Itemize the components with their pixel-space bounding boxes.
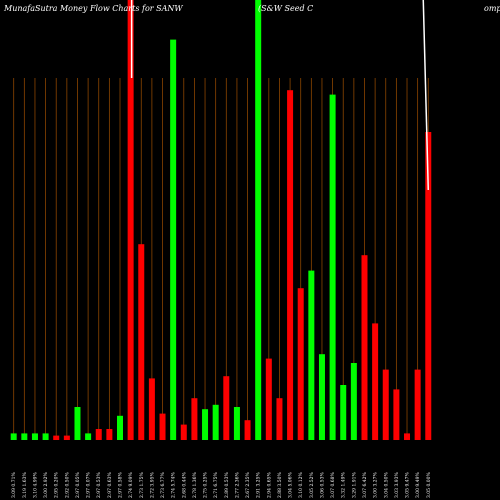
x-tick-label: 2.89 0.53% — [224, 472, 230, 498]
x-tick-label: 2.94 0.65% — [266, 472, 272, 498]
x-tick-label: 3.07 0.68% — [330, 472, 336, 498]
x-tick-label: 3.04 0.50% — [383, 472, 389, 498]
bar — [117, 415, 123, 440]
bar — [212, 404, 219, 440]
x-tick-label: 2.97 0.07% — [86, 472, 92, 498]
x-tick-label: 3.04 5.06% — [288, 472, 294, 498]
x-tick-label: 3.09 0.71% — [11, 472, 17, 498]
bar — [308, 270, 315, 440]
bar — [180, 424, 187, 440]
bar — [95, 429, 102, 440]
x-tick-labels: 3.09 0.71% 3.19 1.63% 3.10 4.99% 3.00 2.92%… — [11, 472, 432, 498]
x-tick-label: 2.77 2.36% — [234, 472, 240, 498]
x-tick-label: 2.73 1.75% — [139, 472, 145, 498]
bar — [297, 288, 304, 440]
x-tick-label: 3.29 1.91% — [351, 472, 357, 498]
x-tick-label: 2.75 0.25% — [203, 472, 209, 498]
bar — [276, 398, 283, 440]
bar — [127, 0, 134, 440]
bar — [31, 433, 38, 440]
bar — [350, 363, 357, 440]
bar — [148, 378, 155, 440]
bar — [361, 255, 368, 440]
x-tick-label: 3.06 0.53% — [319, 472, 325, 498]
bar — [159, 413, 166, 440]
x-tick-label: 2.74 5.74% — [171, 472, 177, 498]
bar — [414, 369, 421, 440]
x-tick-label: 3.19 1.63% — [22, 472, 28, 498]
bar — [10, 433, 17, 440]
x-tick-label: 3.05 9.47% — [405, 472, 411, 498]
x-tick-label: 3.07 6.42% — [362, 472, 368, 498]
bar — [138, 244, 145, 440]
x-tick-label: 2.97 0.63% — [107, 472, 113, 498]
bar — [425, 132, 432, 440]
bar — [74, 407, 81, 440]
bar — [223, 376, 230, 440]
bar — [340, 385, 347, 440]
x-tick-label: 3.10 4.99% — [32, 472, 38, 498]
x-tick-label: 3.00 3.27% — [373, 472, 379, 498]
bar-series — [10, 0, 432, 440]
chart-title-company: (S&W Seed C — [258, 4, 313, 13]
bar — [42, 433, 49, 440]
bar — [53, 435, 60, 440]
bar — [202, 409, 209, 440]
x-tick-label: 2.78 1.36% — [192, 472, 198, 498]
x-tick-label: 2.73 6.77% — [160, 472, 166, 498]
x-tick-label: 3.03 3.93% — [394, 472, 400, 498]
x-tick-label: 2.97 0.53% — [96, 472, 102, 498]
x-tick-label: 2.97 0.05% — [75, 472, 81, 498]
x-tick-label: 2.92 0.50% — [64, 472, 70, 498]
x-tick-label: 3.00 2.92% — [43, 472, 49, 498]
bar — [21, 433, 28, 440]
bar — [63, 435, 70, 440]
bar — [329, 94, 336, 440]
chart-title-company-end: omp — [484, 4, 500, 13]
bar — [244, 420, 251, 440]
bar — [382, 369, 389, 440]
x-tick-label: 3.05 0.00% — [426, 472, 432, 498]
x-tick-label: 3.10 0.12% — [298, 472, 304, 498]
x-tick-label: 2.91 3.25% — [256, 472, 262, 498]
bar — [106, 429, 113, 440]
x-tick-label: 2.72 3.95% — [149, 472, 155, 498]
x-tick-label: 3.00 9.49% — [415, 472, 421, 498]
bar — [265, 358, 272, 440]
bar — [372, 323, 379, 440]
bar — [191, 398, 198, 440]
bar — [233, 407, 240, 440]
bar — [255, 0, 262, 440]
price-line-segment — [422, 0, 430, 191]
x-tick-label: 2.97 0.58% — [118, 472, 124, 498]
chart-title: MunafaSutra Money Flow Charts for SANW — [3, 4, 183, 13]
bar — [287, 90, 294, 440]
x-tick-label: 3.32 1.49% — [341, 472, 347, 498]
bar — [393, 389, 400, 440]
x-tick-label: 2.67 2.35% — [245, 472, 251, 498]
price-lines — [130, 0, 430, 191]
x-tick-label: 2.71 6.75% — [213, 472, 219, 498]
bar — [170, 39, 177, 440]
bar — [318, 354, 325, 440]
x-tick-label: 2.74 9.09% — [128, 472, 134, 498]
x-tick-label: 2.95 0.20% — [54, 472, 60, 498]
x-tick-label: 3.05 2.52% — [309, 472, 315, 498]
bar — [404, 433, 411, 440]
bar — [85, 433, 92, 440]
x-tick-label: 2.88 3.50% — [277, 472, 283, 498]
x-tick-label: 2.68 0.44% — [181, 472, 187, 498]
